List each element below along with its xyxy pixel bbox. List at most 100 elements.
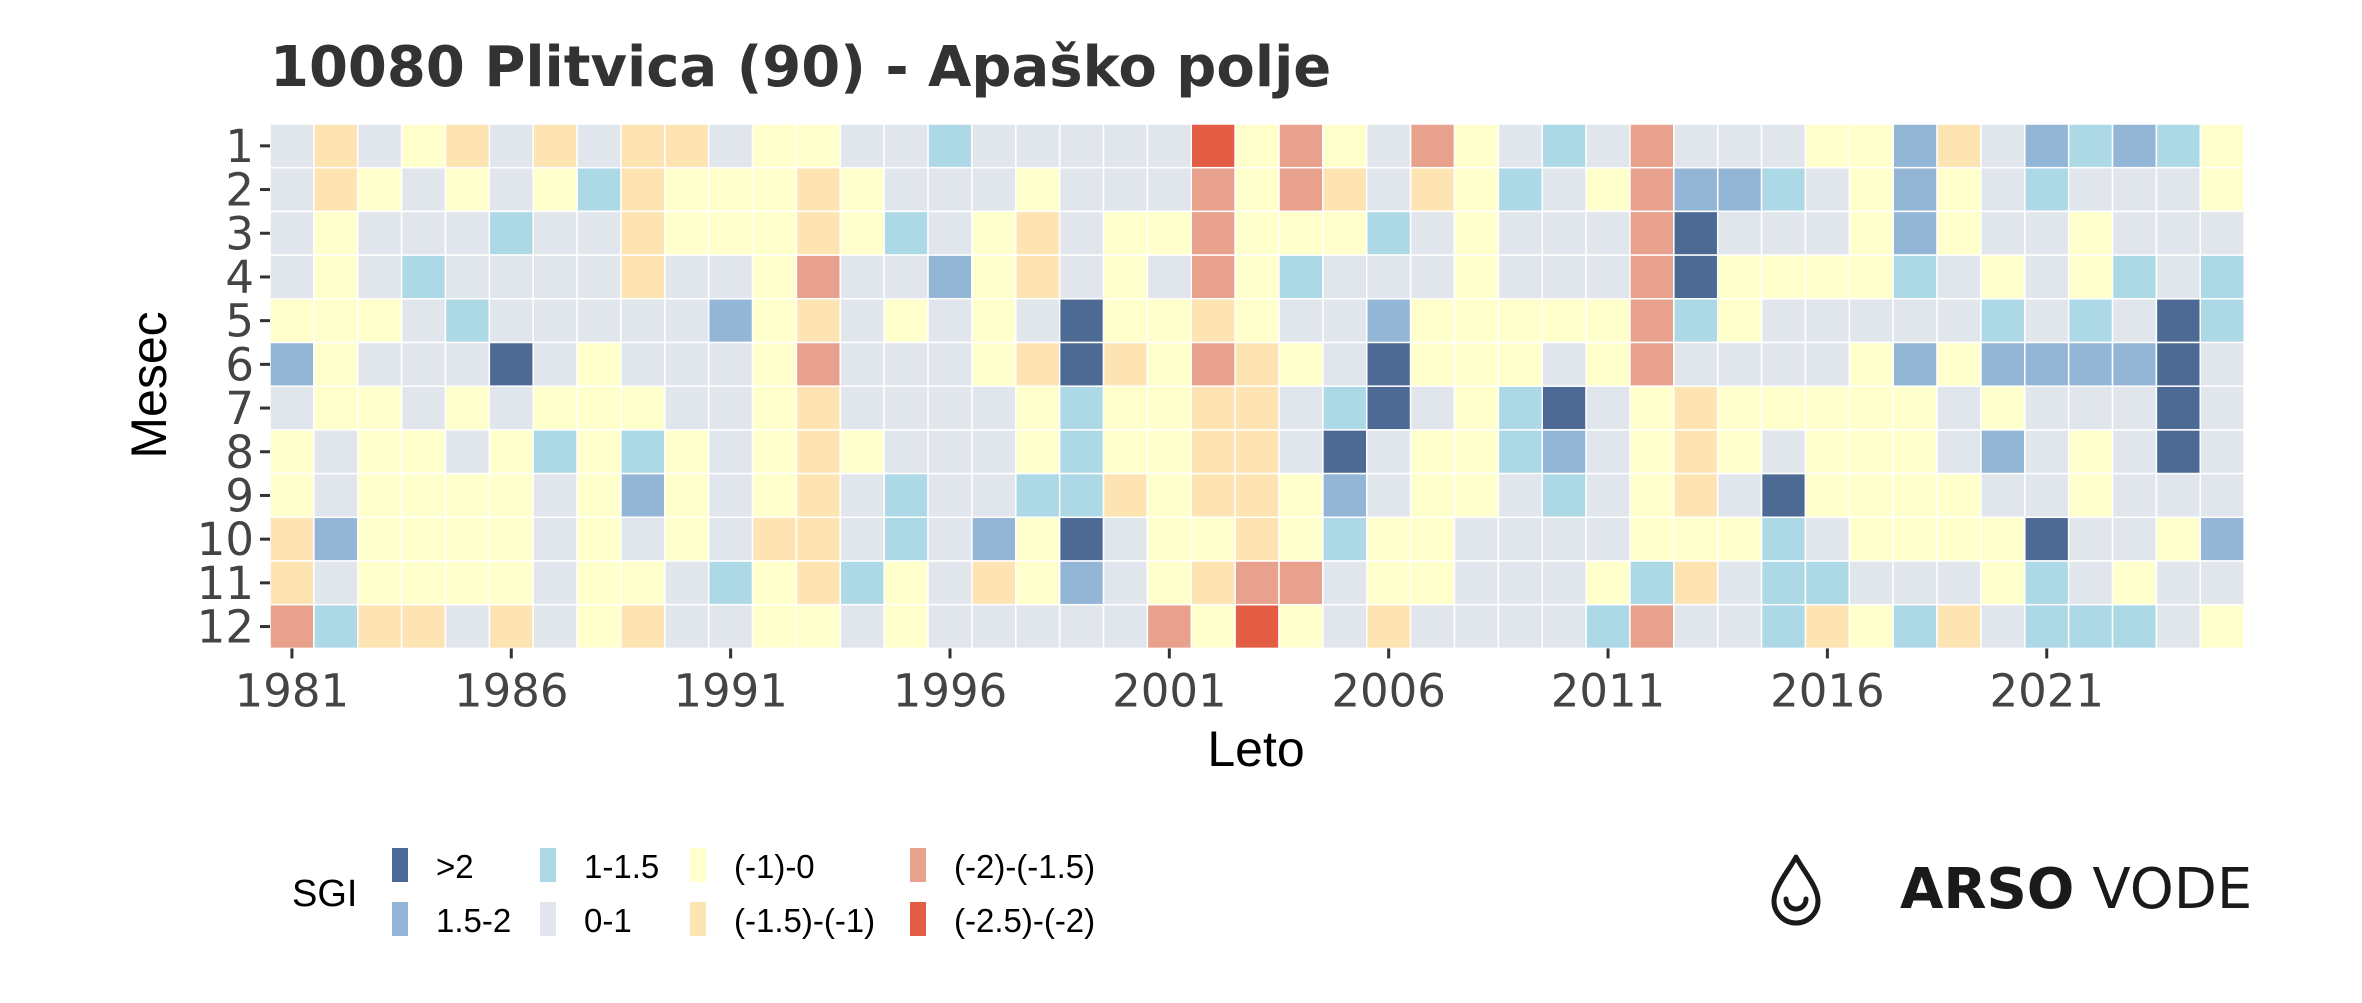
heatmap-cell [795,385,842,431]
heatmap-cell [1716,516,1763,562]
heatmap-cell [1541,254,1587,300]
heatmap-cell [1058,254,1105,300]
heatmap-cell [1585,341,1631,387]
heatmap-cell [839,385,885,431]
heatmap-cell [269,385,315,431]
heatmap-cell [532,516,578,562]
heatmap-cell [1760,166,1807,213]
heatmap-cell [1936,516,1982,562]
heatmap-cell [1760,560,1807,606]
heatmap-cell [2024,516,2070,562]
heatmap-cell [1804,298,1851,344]
heatmap-cell [1497,603,1543,650]
heatmap-cell [1234,603,1280,650]
heatmap-cell [1585,298,1631,344]
heatmap-cell [664,472,710,519]
heatmap-cell [2024,210,2070,256]
heatmap-cell [1146,254,1193,300]
heatmap-cell [1936,123,1982,169]
heatmap-cell [444,429,491,475]
heatmap-cell [1102,210,1149,256]
heatmap-cell [1278,429,1324,475]
heatmap-cell [1058,385,1105,431]
heatmap-cell [488,341,534,387]
heatmap-cell [1848,472,1894,519]
heatmap-cell [576,603,622,650]
heatmap-cell [1892,516,1938,562]
heatmap-cell [488,210,534,256]
heatmap-cell [1629,429,1675,475]
heatmap-cell [400,123,447,169]
heatmap-cell [1278,516,1324,562]
heatmap-cell [576,560,622,606]
heatmap-cell [1980,385,2026,431]
heatmap-cell [356,429,403,475]
heatmap-cell [883,385,929,431]
heatmap-cell [1848,123,1894,169]
heatmap-cell [1716,472,1763,519]
heatmap-cell [269,341,315,387]
heatmap-cell [1804,429,1851,475]
heatmap-cell [1234,210,1280,256]
heatmap-cell [1585,472,1631,519]
heatmap-cell [883,123,929,169]
x-tick-label: 2021 [1989,664,2104,717]
heatmap-cell [620,298,666,344]
heatmap-cell [751,298,798,344]
heatmap-cell [2067,166,2114,213]
heatmap-cell [1322,298,1368,344]
heatmap-cell [707,385,754,431]
heatmap-cell [1366,341,1412,387]
heatmap-cell [576,254,622,300]
heatmap-cell [1585,210,1631,256]
heatmap-cell [2024,166,2070,213]
heatmap-cell [1453,385,1500,431]
heatmap-cell [1629,603,1675,650]
heatmap-cell [2199,560,2245,606]
heatmap-cell [1409,298,1456,344]
heatmap-cell [1804,472,1851,519]
heatmap-cell [1058,560,1105,606]
heatmap-cell [1234,472,1280,519]
heatmap-cell [1453,516,1500,562]
heatmap-cell [927,123,973,169]
heatmap-cell [1497,560,1543,606]
heatmap-cell [795,298,842,344]
heatmap-cell [488,516,534,562]
heatmap-cell [576,341,622,387]
heatmap-cell [1366,385,1412,431]
heatmap-cell [2111,298,2158,344]
heatmap-cell [1804,123,1851,169]
heatmap-cell [883,298,929,344]
heatmap-cell [576,210,622,256]
heatmap-cell [400,298,447,344]
heatmap-cell [1146,166,1193,213]
heatmap-cell [576,166,622,213]
heatmap-cell [2067,210,2114,256]
heatmap-cell [1497,254,1543,300]
heatmap-cell [883,560,929,606]
heatmap-cell [620,560,666,606]
heatmap-cell [1234,341,1280,387]
heatmap-cell [839,123,885,169]
heatmap-cell [313,385,359,431]
heatmap-cell [707,472,754,519]
heatmap-cell [444,516,491,562]
heatmap-cell [1058,341,1105,387]
heatmap-cell [1585,385,1631,431]
heatmap-cell [1848,166,1894,213]
heatmap-cell [1102,429,1149,475]
heatmap-cell [1980,472,2026,519]
heatmap-cell [883,429,929,475]
heatmap-cell [1278,210,1324,256]
heatmap-cell [1892,560,1938,606]
heatmap-cell [313,123,359,169]
brand-bold: ARSO [1900,857,2074,922]
heatmap-cell [2155,560,2202,606]
heatmap-cell [444,472,491,519]
heatmap-cell [1366,166,1412,213]
heatmap-cell [751,166,798,213]
heatmap-cell [751,560,798,606]
heatmap-cell [2155,516,2202,562]
